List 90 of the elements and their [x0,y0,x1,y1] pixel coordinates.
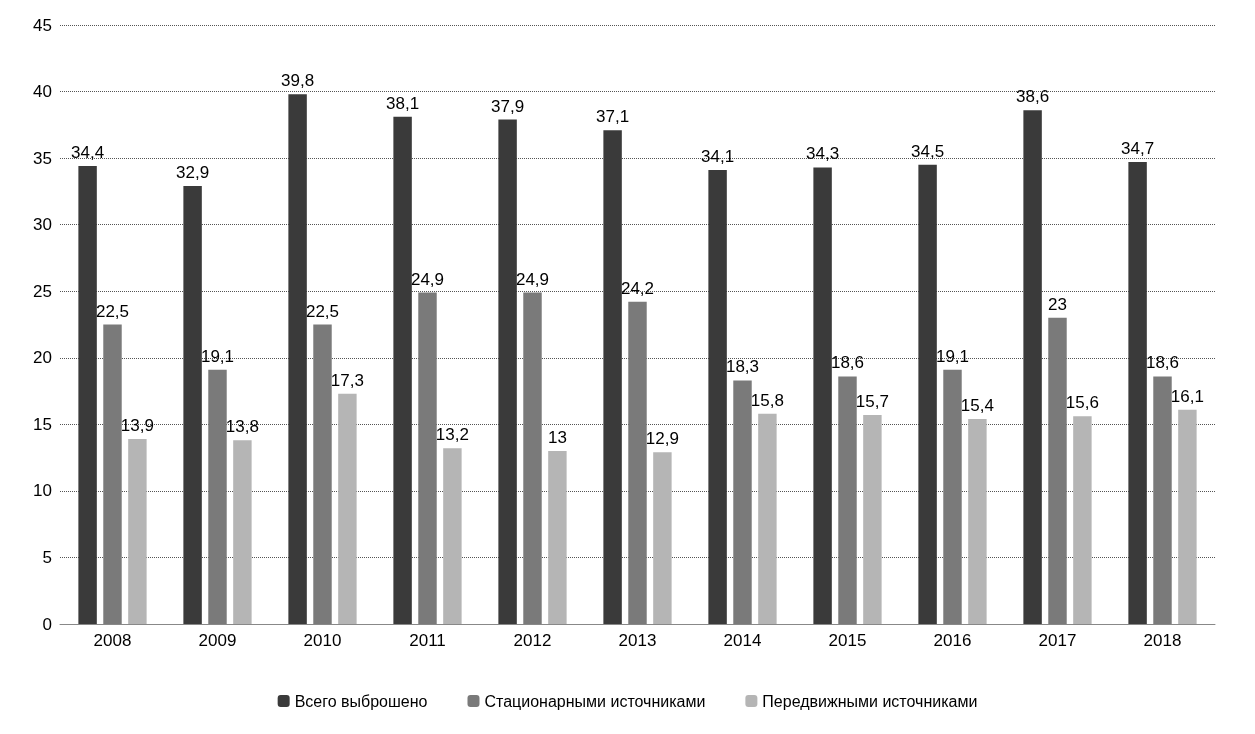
legend-label: Стационарными источниками [484,692,706,710]
data-label: 24,9 [410,269,445,289]
data-label: 12,9 [645,429,679,449]
x-tick-label: 2010 [303,631,342,650]
data-label: 24,2 [620,278,655,298]
bar [128,438,147,624]
y-tick-label: 10 [33,481,52,501]
data-label: 13,8 [225,417,259,437]
bar [418,292,437,624]
bar [1023,110,1042,624]
bar [863,415,882,624]
x-tick-label: 2011 [409,631,446,650]
bar [733,380,752,624]
bar [1048,317,1067,624]
bar [208,369,227,624]
data-label: 38,6 [1016,87,1050,107]
x-tick-label: 2018 [1143,631,1182,650]
bar [1153,376,1172,624]
data-label: 15,8 [750,390,784,410]
bar [628,301,647,624]
y-tick-label: 0 [42,614,52,634]
bar [443,448,462,624]
bar [183,186,202,624]
data-label: 39,8 [281,71,315,91]
x-tick-label: 2012 [513,631,552,650]
bar [1073,416,1092,624]
data-label: 22,5 [95,301,130,321]
bar [338,393,357,624]
y-tick-label: 25 [33,281,52,301]
x-tick-label: 2014 [723,631,762,650]
x-tick-label: 2013 [618,631,657,650]
bar [103,324,122,624]
data-label: 15,7 [855,392,889,412]
x-tick-label: 2016 [933,631,972,650]
data-label: 34,5 [911,141,945,161]
y-tick-label: 30 [33,215,52,235]
data-label: 38,1 [386,93,420,113]
bar [233,440,252,624]
bar [1128,162,1147,624]
data-label: 24,9 [515,269,550,289]
bar [393,116,412,624]
data-label: 13 [547,427,567,447]
y-tick-label: 5 [42,547,52,567]
bar [1178,409,1197,624]
data-label: 22,5 [305,301,340,321]
y-tick-label: 20 [33,348,52,368]
data-label: 16,1 [1170,386,1204,406]
data-label: 18,6 [1145,353,1180,373]
data-label: 32,9 [176,163,210,183]
x-tick-label: 2008 [93,631,132,650]
y-tick-label: 45 [33,15,52,35]
bar [838,376,857,624]
data-label: 13,2 [435,425,469,445]
bar [653,452,672,624]
bar [498,119,517,624]
y-tick-label: 40 [33,82,52,102]
data-label: 13,9 [120,415,154,435]
bar [918,164,937,624]
x-tick-label: 2009 [198,631,237,650]
bar [813,167,832,624]
legend-label: Всего выброшено [294,692,428,710]
bar [603,130,622,624]
data-label: 34,4 [71,143,105,163]
data-label: 37,1 [596,107,630,127]
y-tick-label: 35 [33,148,52,168]
legend-label: Передвижными источниками [762,692,978,710]
data-label: 23 [1048,294,1067,314]
data-label: 34,1 [701,147,735,167]
data-label: 19,1 [200,346,235,366]
bar [943,369,962,624]
data-label: 34,3 [806,144,840,164]
bar [523,292,542,624]
bar [548,450,567,624]
data-label: 15,4 [960,396,994,416]
bar [78,166,97,624]
data-label: 17,3 [330,370,364,390]
bar [313,324,332,624]
x-tick-label: 2017 [1038,631,1077,650]
y-tick-label: 15 [33,414,52,434]
data-label: 37,9 [491,96,525,116]
x-tick-label: 2015 [828,631,867,650]
data-label: 15,6 [1065,393,1099,413]
bar [758,413,777,624]
data-label: 19,1 [935,346,970,366]
bar [288,94,307,624]
bar [968,419,987,624]
data-label: 18,6 [830,353,865,373]
bar [708,170,727,624]
data-label: 34,7 [1121,139,1155,159]
data-label: 18,3 [725,357,760,377]
